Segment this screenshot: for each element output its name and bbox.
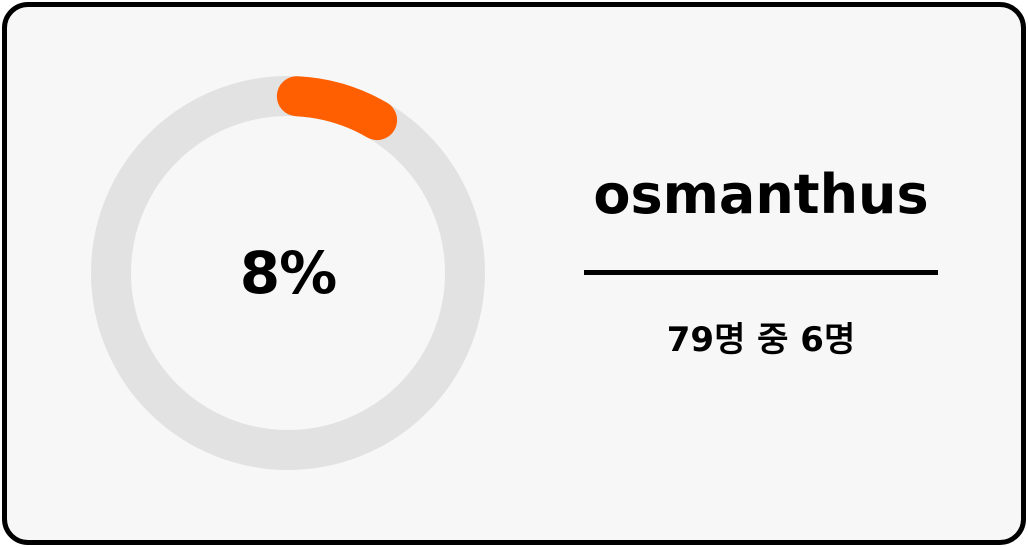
item-name: osmanthus — [593, 163, 929, 226]
count-label: 79명 중 6명 — [666, 320, 856, 360]
progress-ring-fill — [276, 76, 398, 141]
progress-percent-label: 8% — [239, 239, 337, 307]
divider — [584, 270, 938, 275]
